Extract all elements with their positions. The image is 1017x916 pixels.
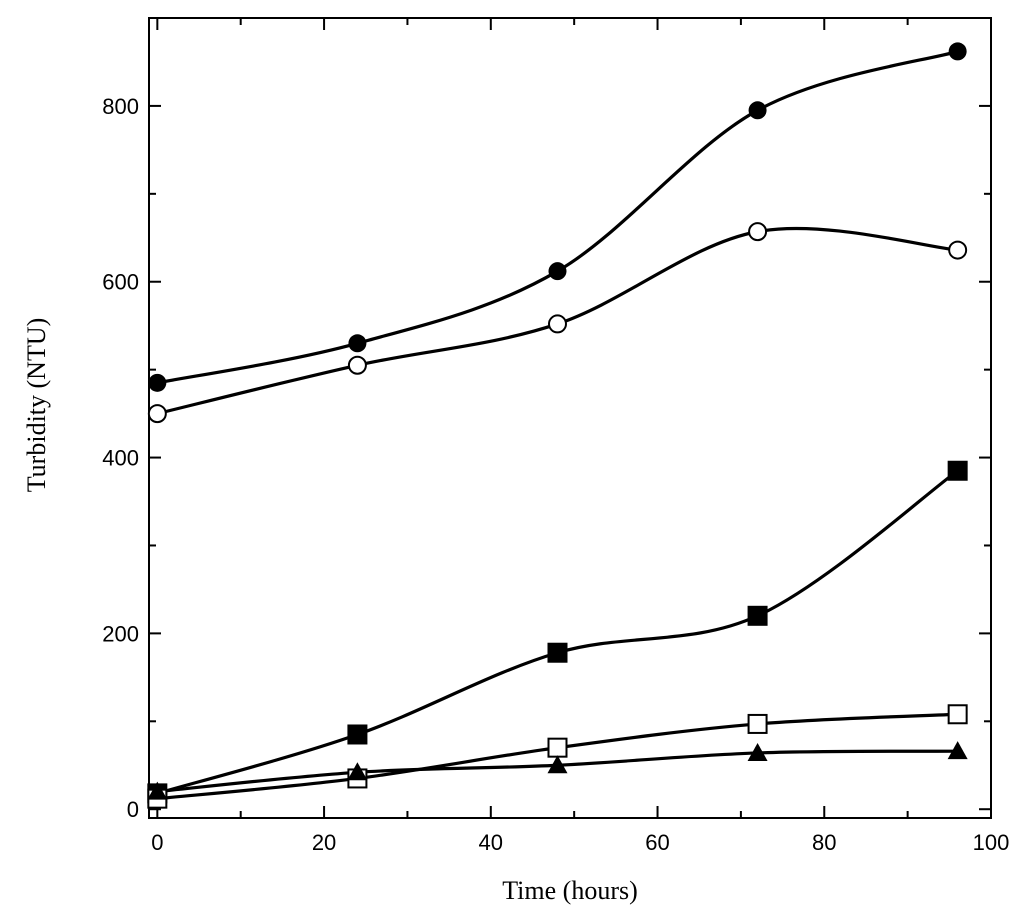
y-tick-label: 200 <box>102 621 139 646</box>
series-2-point <box>147 404 167 424</box>
x-tick-label: 80 <box>812 830 836 855</box>
axis-ticks <box>149 18 992 818</box>
series-1-point <box>348 334 367 353</box>
x-tick-labels: 0 20 40 60 80 100 <box>151 830 1009 855</box>
x-axis-title: Time (hours) <box>502 876 638 905</box>
y-axis-title: Turbidity (NTU) <box>22 318 51 493</box>
y-tick-labels: 0 200 400 600 800 <box>102 94 139 822</box>
series-lines <box>156 49 959 801</box>
series-5-point <box>347 762 368 781</box>
series-2-point <box>748 222 768 242</box>
y-tick-label: 400 <box>102 446 139 471</box>
series-1-point <box>548 262 567 281</box>
x-tick-label: 20 <box>312 830 336 855</box>
series-markers <box>147 42 968 809</box>
x-tick-label: 60 <box>645 830 669 855</box>
series-3-point <box>547 642 568 663</box>
series-4-point <box>947 704 968 725</box>
series-5-point <box>947 741 968 760</box>
series-2-point <box>347 355 367 375</box>
series-5-point <box>147 781 168 800</box>
x-tick-label: 40 <box>479 830 503 855</box>
series-1-point <box>148 373 167 392</box>
plot-frame <box>148 17 992 819</box>
series-4-point <box>547 737 568 758</box>
series-5-point <box>547 755 568 774</box>
x-tick-label: 0 <box>151 830 163 855</box>
series-3-point <box>947 460 968 481</box>
series-2-point <box>948 240 968 260</box>
series-1-point <box>948 42 967 61</box>
series-3-point <box>347 724 368 745</box>
y-tick-label: 0 <box>127 797 139 822</box>
series-1-point <box>748 101 767 120</box>
series-3-point <box>747 605 768 626</box>
y-tick-label: 600 <box>102 270 139 295</box>
series-2-point <box>547 314 567 334</box>
y-tick-label: 800 <box>102 94 139 119</box>
x-tick-label: 100 <box>973 830 1010 855</box>
series-5-point <box>747 742 768 761</box>
series-4-point <box>747 713 768 734</box>
